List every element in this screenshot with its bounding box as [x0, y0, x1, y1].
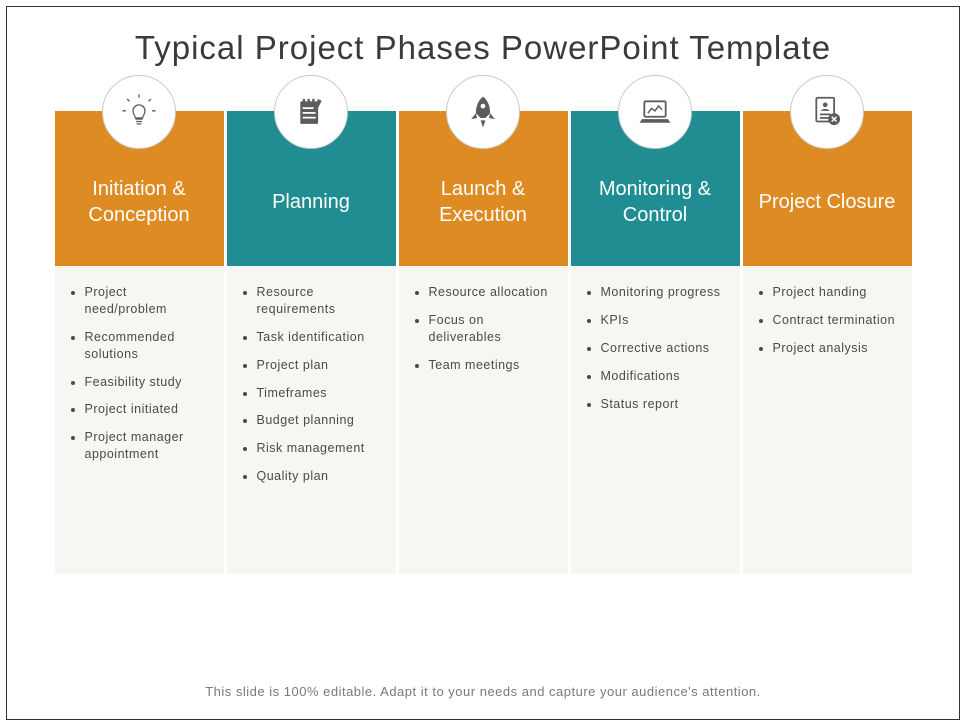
list-item: Budget planning [257, 412, 382, 429]
list-item: Project need/problem [85, 284, 210, 318]
list-item: Resource requirements [257, 284, 382, 318]
list-item: Recommended solutions [85, 329, 210, 363]
list-item: Modifications [601, 368, 726, 385]
list-item: Status report [601, 396, 726, 413]
slide-frame: Typical Project Phases PowerPoint Templa… [6, 6, 960, 720]
phase-column: Launch & Execution Resource allocation Foc… [399, 111, 568, 574]
list-item: Resource allocation [429, 284, 554, 301]
phase-title: Launch & Execution [411, 176, 556, 228]
phase-column: Initiation & Conception Project need/prob… [55, 111, 224, 574]
phase-title: Monitoring & Control [583, 176, 728, 228]
phase-body: Monitoring progress KPIs Corrective action… [571, 266, 740, 574]
phase-list: Monitoring progress KPIs Corrective action… [595, 284, 726, 412]
phase-column: Monitoring & Control Monitoring progress K… [571, 111, 740, 574]
slide-title: Typical Project Phases PowerPoint Templa… [7, 7, 959, 81]
phase-list: Resource requirements Task identification… [251, 284, 382, 485]
list-item: Feasibility study [85, 374, 210, 391]
phase-column: Project Closure Project handing Contract t… [743, 111, 912, 574]
phase-title: Initiation & Conception [67, 176, 212, 228]
notepad-icon [274, 75, 348, 149]
list-item: Focus on deliverables [429, 312, 554, 346]
list-item: Risk management [257, 440, 382, 457]
phase-body: Project handing Contract termination Proje… [743, 266, 912, 574]
phase-title: Planning [272, 189, 350, 215]
list-item: Quality plan [257, 468, 382, 485]
list-item: Project plan [257, 357, 382, 374]
phase-title: Project Closure [759, 189, 896, 215]
phases-row: Initiation & Conception Project need/prob… [55, 111, 912, 574]
phase-body: Resource allocation Focus on deliverables… [399, 266, 568, 574]
rocket-icon [446, 75, 520, 149]
phases-container: Initiation & Conception Project need/prob… [7, 81, 959, 670]
list-item: Task identification [257, 329, 382, 346]
list-item: Timeframes [257, 385, 382, 402]
list-item: Team meetings [429, 357, 554, 374]
list-item: Project handing [773, 284, 898, 301]
document-x-icon [790, 75, 864, 149]
phase-list: Project handing Contract termination Proje… [767, 284, 898, 357]
list-item: Contract termination [773, 312, 898, 329]
list-item: Project analysis [773, 340, 898, 357]
list-item: Monitoring progress [601, 284, 726, 301]
phase-list: Project need/problem Recommended solution… [79, 284, 210, 463]
footer-note: This slide is 100% editable. Adapt it to… [7, 670, 959, 719]
list-item: Project initiated [85, 401, 210, 418]
list-item: Corrective actions [601, 340, 726, 357]
phase-body: Project need/problem Recommended solution… [55, 266, 224, 574]
lightbulb-icon [102, 75, 176, 149]
phase-body: Resource requirements Task identification… [227, 266, 396, 574]
laptop-chart-icon [618, 75, 692, 149]
list-item: KPIs [601, 312, 726, 329]
list-item: Project manager appointment [85, 429, 210, 463]
phase-list: Resource allocation Focus on deliverables… [423, 284, 554, 374]
phase-column: Planning Resource requirements Task identi… [227, 111, 396, 574]
